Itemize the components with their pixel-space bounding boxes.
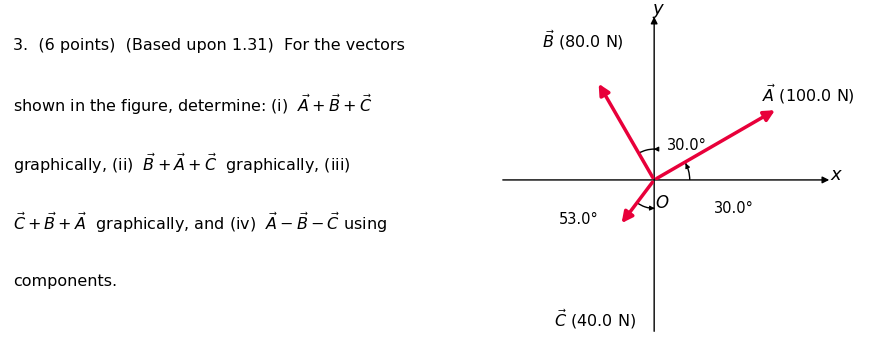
- Text: graphically, (ii)  $\vec{B}+\vec{A}+\vec{C}$  graphically, (iii): graphically, (ii) $\vec{B}+\vec{A}+\vec{…: [13, 151, 350, 176]
- Text: $\vec{A}$ (100.0 N): $\vec{A}$ (100.0 N): [762, 83, 854, 106]
- Text: 53.0°: 53.0°: [559, 212, 599, 227]
- Text: $O$: $O$: [655, 194, 670, 212]
- Text: $y$: $y$: [651, 2, 665, 20]
- Text: $\vec{C}$ (40.0 N): $\vec{C}$ (40.0 N): [554, 308, 636, 331]
- Text: 3.  (6 points)  (Based upon 1.31)  For the vectors: 3. (6 points) (Based upon 1.31) For the …: [13, 38, 405, 53]
- Text: $x$: $x$: [830, 166, 843, 184]
- Text: shown in the figure, determine: (i)  $\vec{A}+\vec{B}+\vec{C}$: shown in the figure, determine: (i) $\ve…: [13, 92, 372, 117]
- Text: $\vec{C}+\vec{B}+\vec{A}$  graphically, and (iv)  $\vec{A}-\vec{B}-\vec{C}$ usin: $\vec{C}+\vec{B}+\vec{A}$ graphically, a…: [13, 211, 387, 235]
- Text: components.: components.: [13, 274, 117, 290]
- Text: 30.0°: 30.0°: [714, 201, 753, 216]
- Text: $\vec{B}$ (80.0 N): $\vec{B}$ (80.0 N): [542, 29, 624, 52]
- Text: 30.0°: 30.0°: [667, 138, 707, 153]
